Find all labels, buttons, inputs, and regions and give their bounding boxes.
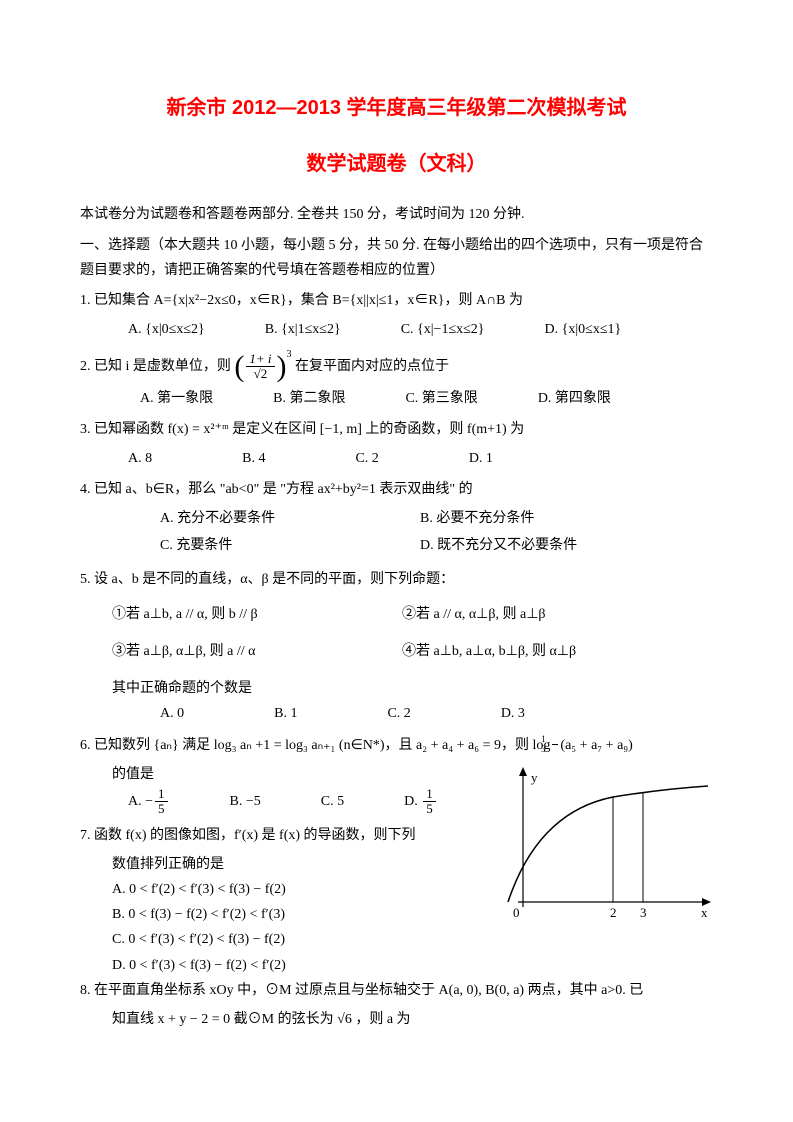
question-4: 4. 已知 a、b∈R，那么 "ab<0" 是 "方程 ax²+by²=1 表示…	[80, 477, 713, 502]
q5-props-row1: ①若 a⊥b, a // α, 则 b // β ②若 a // α, α⊥β,…	[80, 602, 713, 629]
q6-q7-text: 的值是 A. − 1 5 B. −5 C. 5 D. 1 5	[80, 762, 473, 978]
q3-option-b: B. 4	[242, 446, 265, 471]
q1-option-a: A. {x|0≤x≤2}	[128, 317, 205, 342]
section-1-heading: 一、选择题（本大题共 10 小题，每小题 5 分，共 50 分. 在每小题给出的…	[80, 233, 713, 283]
q6-a-den: 5	[155, 802, 168, 816]
q2-frac-num: 1+ i	[246, 352, 274, 367]
q5-option-d: D. 3	[501, 701, 525, 726]
exam-page: 新余市 2012—2013 学年度高三年级第二次模拟考试 数学试题卷（文科） 本…	[0, 0, 793, 1122]
q5-stem: 5. 设 a、b 是不同的直线，α、β 是不同的平面，则下列命题：	[80, 572, 454, 587]
q5-option-a: A. 0	[160, 701, 184, 726]
q6-tail: 的值是	[80, 762, 473, 787]
question-2: 2. 已知 i 是虚数单位，则 ( 1+ i √2 )3 在复平面内对应的点位于	[80, 352, 713, 382]
q8-stem: 8. 在平面直角坐标系 xOy 中，⊙M 过原点且与坐标轴交于 A(a, 0),…	[80, 983, 643, 998]
q2-option-d: D. 第四象限	[538, 386, 611, 411]
q3-option-a: A. 8	[128, 446, 152, 471]
q2-option-c: C. 第三象限	[405, 386, 477, 411]
question-3: 3. 已知幂函数 f(x) = x²⁺ᵐ 是定义在区间 [−1, m] 上的奇函…	[80, 417, 713, 442]
q5-option-c: C. 2	[387, 701, 410, 726]
q7-option-a: A. 0 < f′(2) < f′(3) < f(3) − f(2)	[80, 877, 473, 902]
q1-stem: 1. 已知集合 A={x|x²−2x≤0，x∈R}，集合 B={x||x|≤1，…	[80, 293, 523, 308]
curve	[508, 786, 708, 902]
q5-p4: ④若 a⊥b, a⊥α, b⊥β, 则 α⊥β	[402, 639, 692, 664]
exam-title-2: 数学试题卷（文科）	[80, 146, 713, 182]
x-label: x	[701, 905, 708, 920]
section-1-text: 一、选择题（本大题共 10 小题，每小题 5 分，共 50 分. 在每小题给出的…	[80, 238, 703, 278]
q2-options: A. 第一象限 B. 第二象限 C. 第三象限 D. 第四象限	[80, 386, 713, 411]
q5-props-row2: ③若 a⊥β, α⊥β, 则 a // α ④若 a⊥b, a⊥α, b⊥β, …	[80, 639, 713, 666]
q6-options: A. − 1 5 B. −5 C. 5 D. 1 5	[80, 787, 473, 817]
q7-tail: 数值排列正确的是	[80, 852, 473, 877]
y-label: y	[531, 770, 538, 785]
q7-option-b: B. 0 < f(3) − f(2) < f′(2) < f′(3)	[80, 902, 473, 927]
q1-option-c: C. {x|−1≤x≤2}	[401, 317, 485, 342]
q8-stem-2: 知直线 x + y − 2 = 0 截⊙M 的弦长为 √6 ，则 a 为	[80, 1007, 713, 1032]
question-1: 1. 已知集合 A={x|x²−2x≤0，x∈R}，集合 B={x||x|≤1，…	[80, 288, 713, 313]
q2-stem-b: 在复平面内对应的点位于	[295, 359, 449, 374]
question-8: 8. 在平面直角坐标系 xOy 中，⊙M 过原点且与坐标轴交于 A(a, 0),…	[80, 978, 713, 1003]
q5-options: A. 0 B. 1 C. 2 D. 3	[80, 701, 713, 726]
q6-logbase-num: 1	[552, 735, 558, 746]
q6-stem-a: 6. 已知数列 {aₙ} 满足 log₃ aₙ +1 = log₃ aₙ₊₁ (…	[80, 738, 550, 753]
q2-expr: ( 1+ i √2 )3	[234, 352, 291, 382]
q4-options: A. 充分不必要条件 B. 必要不充分条件 C. 充要条件 D. 既不充分又不必…	[80, 506, 713, 560]
q6-q7-row: 的值是 A. − 1 5 B. −5 C. 5 D. 1 5	[80, 762, 713, 978]
question-7: 7. 函数 f(x) 的图像如图，f′(x) 是 f(x) 的导函数，则下列	[80, 823, 473, 848]
q6-d-num: 1	[423, 787, 436, 802]
q6-logbase-den: 3	[552, 745, 558, 755]
q6-a-prefix: A. −	[128, 794, 153, 809]
q7-graph: y x 0 2 3	[483, 762, 713, 932]
q1-option-b: B. {x|1≤x≤2}	[265, 317, 341, 342]
question-5: 5. 设 a、b 是不同的直线，α、β 是不同的平面，则下列命题：	[80, 567, 713, 592]
q2-frac-den: √2	[246, 367, 274, 381]
question-6: 6. 已知数列 {aₙ} 满足 log₃ aₙ +1 = log₃ aₙ₊₁ (…	[80, 733, 713, 758]
q6-option-a: A. − 1 5	[128, 787, 170, 817]
q1-option-d: D. {x|0≤x≤1}	[545, 317, 622, 342]
q2-stem-a: 2. 已知 i 是虚数单位，则	[80, 359, 231, 374]
y-axis-arrow	[519, 767, 527, 776]
q7-option-c: C. 0 < f′(3) < f′(2) < f(3) − f(2)	[80, 927, 473, 952]
q7-stem: 7. 函数 f(x) 的图像如图，f′(x) 是 f(x) 的导函数，则下列	[80, 828, 416, 843]
q6-a-num: 1	[155, 787, 168, 802]
q6-option-c: C. 5	[321, 789, 344, 814]
q6-d-den: 5	[423, 802, 436, 816]
q5-option-b: B. 1	[274, 701, 297, 726]
q4-option-c: C. 充要条件	[160, 533, 420, 558]
q4-stem: 4. 已知 a、b∈R，那么 "ab<0" 是 "方程 ax²+by²=1 表示…	[80, 482, 473, 497]
q2-option-b: B. 第二象限	[273, 386, 345, 411]
graph-svg: y x 0 2 3	[483, 762, 713, 932]
q7-option-d: D. 0 < f′(3) < f(3) − f(2) < f′(2)	[80, 953, 473, 978]
q4-option-b: B. 必要不充分条件	[420, 506, 680, 531]
q5-p2: ②若 a // α, α⊥β, 则 a⊥β	[402, 602, 692, 627]
q5-p1: ①若 a⊥b, a // α, 则 b // β	[112, 602, 402, 627]
q1-options: A. {x|0≤x≤2} B. {x|1≤x≤2} C. {x|−1≤x≤2} …	[80, 317, 713, 342]
q6-d-prefix: D.	[404, 794, 421, 809]
tick-2: 2	[610, 905, 617, 920]
q5-tail: 其中正确命题的个数是	[80, 676, 713, 701]
q2-option-a: A. 第一象限	[140, 386, 213, 411]
q3-option-d: D. 1	[469, 446, 493, 471]
tick-3: 3	[640, 905, 647, 920]
exam-intro: 本试卷分为试题卷和答题卷两部分. 全卷共 150 分，考试时间为 120 分钟.	[80, 202, 713, 227]
q8-stem2-text: 知直线 x + y − 2 = 0 截⊙M 的弦长为 √6 ，则 a 为	[112, 1012, 411, 1027]
q6-option-d: D. 1 5	[404, 787, 438, 817]
q5-p3: ③若 a⊥β, α⊥β, 则 a // α	[112, 639, 402, 664]
q6-option-b: B. −5	[230, 789, 261, 814]
origin-label: 0	[513, 905, 520, 920]
q3-option-c: C. 2	[355, 446, 378, 471]
q2-exp: 3	[287, 349, 292, 360]
q4-option-d: D. 既不充分又不必要条件	[420, 533, 680, 558]
q3-options: A. 8 B. 4 C. 2 D. 1	[80, 446, 713, 471]
exam-title-1: 新余市 2012—2013 学年度高三年级第二次模拟考试	[80, 90, 713, 126]
q4-option-a: A. 充分不必要条件	[160, 506, 420, 531]
q6-stem-b: (a₅ + a₇ + a₉)	[560, 738, 632, 753]
q3-stem: 3. 已知幂函数 f(x) = x²⁺ᵐ 是定义在区间 [−1, m] 上的奇函…	[80, 422, 524, 437]
